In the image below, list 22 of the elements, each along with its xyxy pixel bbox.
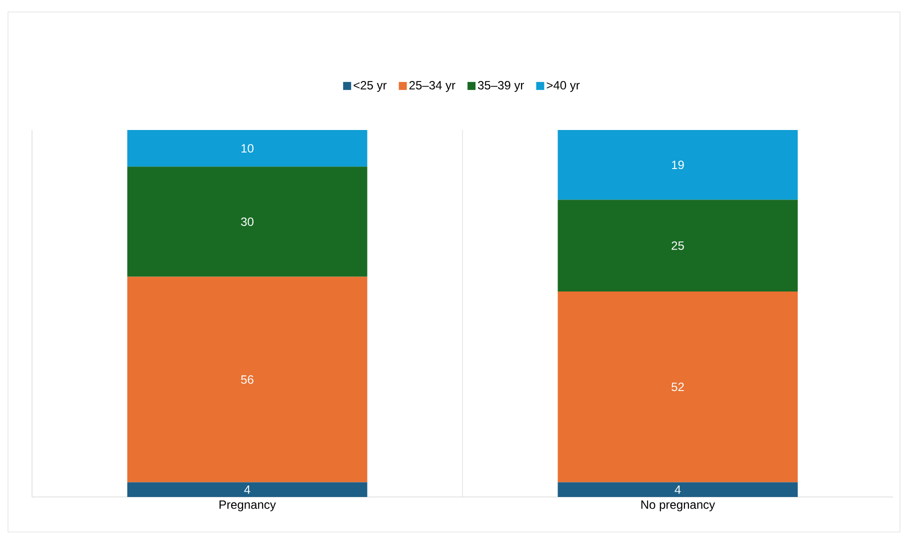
legend-label: 25–34 yr (409, 81, 456, 92)
bar (127, 130, 368, 167)
legend-label: >40 yr (546, 81, 580, 92)
bar (558, 200, 798, 292)
data-label: 4 (244, 486, 250, 494)
data-label: 25 (672, 241, 684, 250)
bar (127, 166, 368, 277)
data-label: 30 (241, 217, 254, 226)
legend-label: 35–39 yr (478, 81, 524, 92)
legend-label: <25 yr (354, 81, 387, 92)
data-label: 10 (241, 144, 254, 153)
data-label: 52 (672, 382, 684, 392)
bar (558, 482, 798, 497)
data-label: 4 (674, 486, 681, 494)
bar (558, 291, 798, 482)
bar (558, 130, 798, 200)
x-tick-label: Pregnancy (220, 500, 276, 512)
bar (127, 276, 368, 482)
x-tick-label: No pregnancy (641, 500, 716, 512)
bar (127, 482, 368, 497)
data-label: 56 (241, 375, 254, 384)
data-label: 19 (672, 160, 684, 170)
